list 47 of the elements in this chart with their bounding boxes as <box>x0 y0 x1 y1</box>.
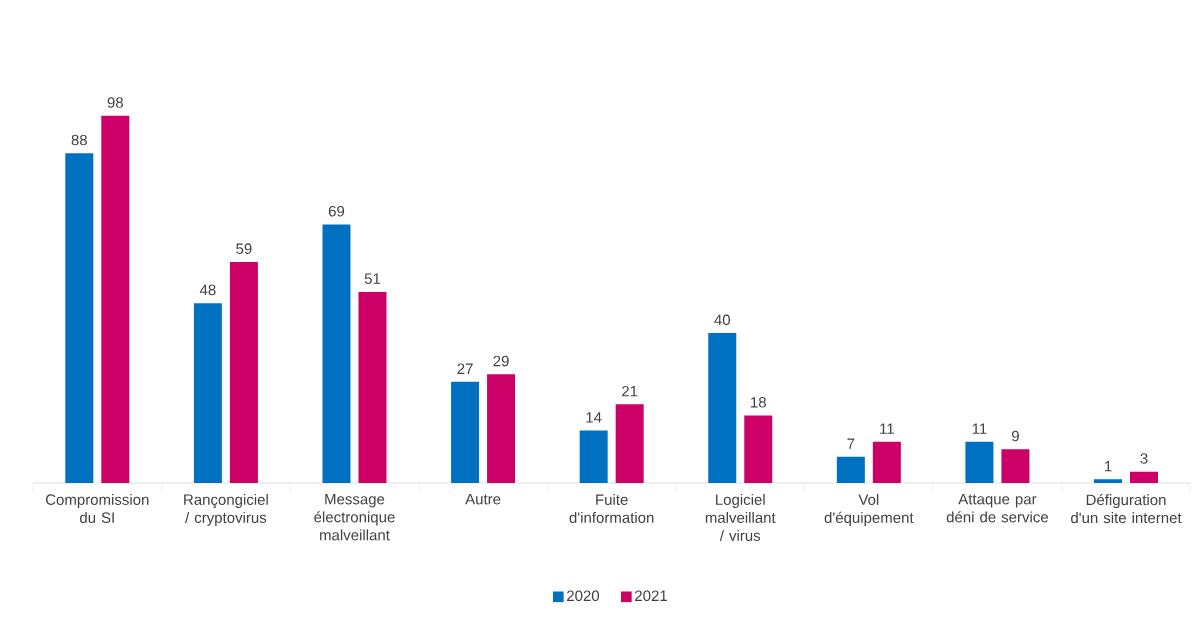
x-tick-label: Logiciel malveillant / virus <box>705 493 776 541</box>
bar <box>229 261 258 483</box>
bar <box>487 374 516 483</box>
data-label: 14 <box>586 412 602 423</box>
legend-label: 2021 <box>635 590 667 602</box>
x-tick-label: Rançongiciel / cryptovirus <box>184 493 268 526</box>
data-label: 59 <box>236 243 252 254</box>
bar <box>65 153 94 483</box>
data-label: 27 <box>457 363 473 374</box>
data-label: 98 <box>107 97 123 108</box>
data-label: 1 <box>1105 461 1112 472</box>
data-label: 18 <box>751 396 766 408</box>
bar <box>965 441 994 483</box>
bar <box>615 404 644 483</box>
bar <box>322 224 351 483</box>
bar <box>744 415 773 483</box>
x-tick-label: Vol d'équipement <box>824 493 914 526</box>
bar <box>1130 471 1159 483</box>
bar <box>836 456 865 483</box>
data-label: 9 <box>1011 430 1019 442</box>
x-tick-label: Autre <box>465 493 501 505</box>
data-label: 3 <box>1140 453 1148 464</box>
data-label: 11 <box>880 423 894 434</box>
x-tick-label: Message électronique malveillant <box>314 493 395 541</box>
x-tick-label: Défiguration d'un site internet <box>1071 493 1182 524</box>
bar <box>708 333 737 483</box>
data-label: 69 <box>328 205 345 217</box>
x-tick-label: Compromission du SI <box>45 493 149 523</box>
bar <box>579 430 608 483</box>
bar <box>101 115 130 483</box>
bar <box>358 291 387 483</box>
data-label: 40 <box>714 314 731 326</box>
bar <box>872 441 901 483</box>
x-tick-label: Fuite d'information <box>569 493 654 523</box>
data-label: 88 <box>71 134 87 146</box>
legend-label: 2020 <box>567 590 600 602</box>
data-label: 7 <box>847 438 855 449</box>
bar <box>1094 479 1123 483</box>
data-label: 51 <box>364 273 381 284</box>
data-label: 11 <box>972 423 987 434</box>
bar <box>451 381 480 483</box>
data-label: 21 <box>622 385 638 397</box>
data-label: 48 <box>199 284 216 296</box>
x-tick-label: Attaque par déni de service <box>946 493 1049 523</box>
bar <box>1001 449 1030 483</box>
data-label: 29 <box>493 355 509 367</box>
bar <box>193 303 222 483</box>
